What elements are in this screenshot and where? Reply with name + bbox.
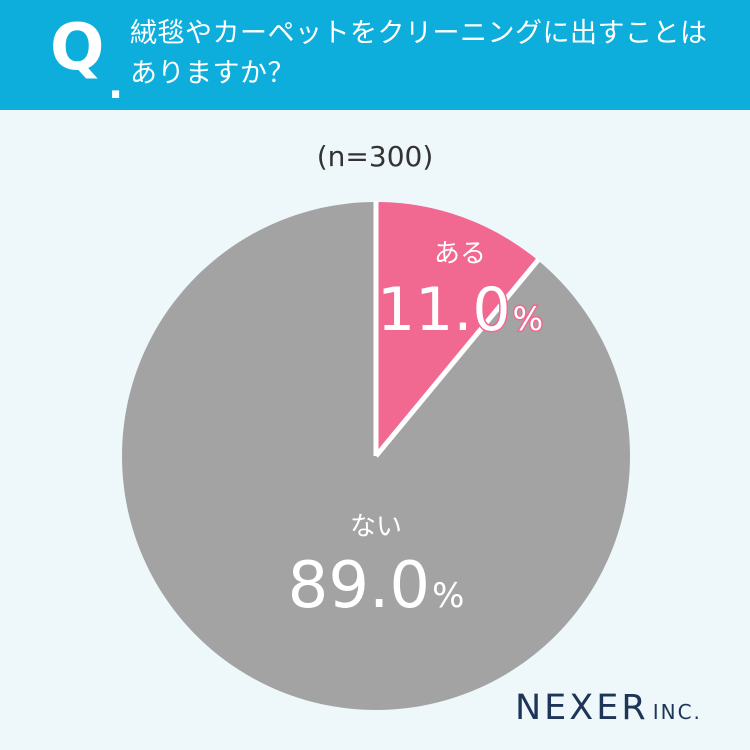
- slice-label-yes: ある: [434, 239, 486, 269]
- question-text: 絨毯やカーペットをクリーニングに出すことは ありますか？: [130, 14, 730, 94]
- slice-value-no: 89.0%: [288, 549, 465, 623]
- slice-value-number: 89.0: [288, 549, 431, 623]
- slice-value-number: 11.0: [377, 275, 511, 345]
- slice-separator: [374, 257, 541, 458]
- slice-label-no: ない: [350, 512, 402, 542]
- question-header: Q . 絨毯やカーペットをクリーニングに出すことは ありますか？: [0, 0, 750, 110]
- question-mark-dot: .: [108, 62, 124, 108]
- slice-value-unit: %: [432, 576, 464, 616]
- question-mark-q: Q: [50, 11, 105, 85]
- sample-size: (n=300): [316, 140, 434, 173]
- slice-value-yes: 11.0%: [377, 275, 543, 345]
- logo-main-text: NEXER: [515, 688, 649, 728]
- slice-value-unit: %: [513, 300, 543, 338]
- pie-slice-yes: [376, 202, 538, 456]
- question-line-2: ありますか？: [130, 58, 295, 89]
- logo-sub-text: INC.: [652, 700, 702, 724]
- nexer-logo: NEXER INC.: [515, 688, 702, 728]
- question-line-1: 絨毯やカーペットをクリーニングに出すことは: [130, 18, 708, 49]
